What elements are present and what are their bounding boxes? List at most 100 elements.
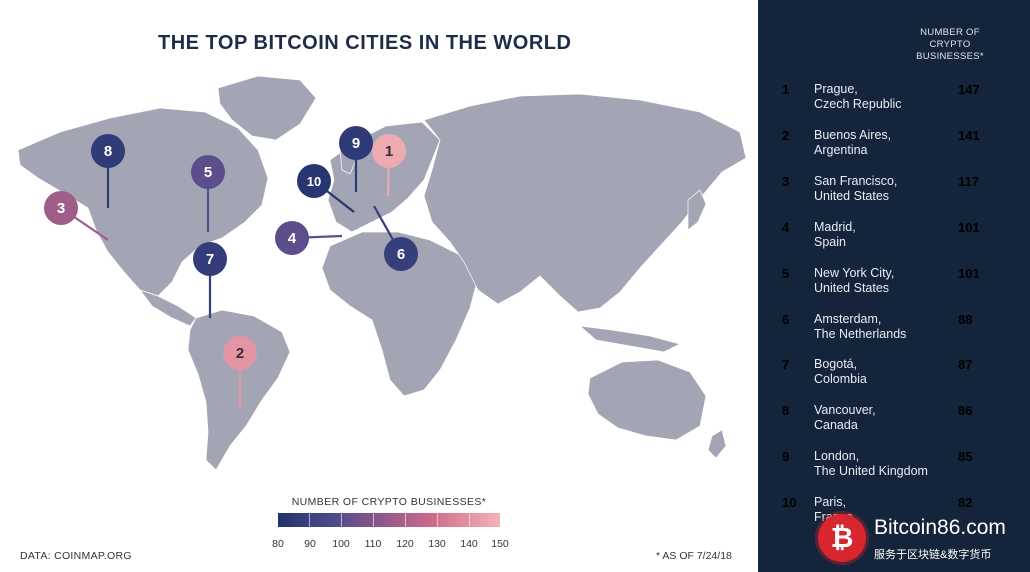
scale-label-140: 140 [460, 538, 478, 550]
city-pin-10: 10 [297, 164, 355, 213]
city-name: Bogotá, Colombia [814, 357, 954, 387]
ranking-row: 4 Madrid, Spain 101 [758, 220, 1030, 260]
scale-label-130: 130 [428, 538, 446, 550]
pin-rank-label: 8 [104, 143, 112, 160]
business-count: 87 [958, 357, 973, 372]
scale-label-110: 110 [364, 538, 382, 550]
japan-land [687, 189, 707, 231]
city-pin-5: 5 [191, 155, 225, 232]
australia-land [587, 359, 707, 441]
pin-rank-label: 7 [206, 251, 214, 268]
scale-label-80: 80 [272, 538, 284, 550]
scale-tick [373, 513, 374, 527]
asia-land [423, 93, 747, 313]
scale-label-90: 90 [304, 538, 316, 550]
business-count: 147 [958, 82, 980, 97]
city-pin-7: 7 [193, 242, 227, 318]
city-name: Buenos Aires, Argentina [814, 128, 954, 158]
city-label: San Francisco, [814, 174, 898, 188]
chart-title: THE TOP BITCOIN CITIES IN THE WORLD [158, 32, 572, 54]
country-label: Colombia [814, 372, 867, 386]
ranking-row: 8 Vancouver, Canada 86 [758, 403, 1030, 443]
ranking-row: 5 New York City, United States 101 [758, 266, 1030, 306]
city-pin-8: 8 [91, 134, 125, 208]
greenland-land [217, 75, 317, 141]
business-count: 101 [958, 220, 980, 235]
pin-head [223, 336, 257, 370]
city-label: Prague, [814, 82, 858, 96]
new-zealand-land [707, 429, 727, 459]
rank-number: 6 [782, 312, 790, 327]
business-count: 86 [958, 403, 973, 418]
country-label: Czech Republic [814, 97, 902, 111]
rank-number: 10 [782, 495, 797, 510]
pin-head [91, 134, 125, 168]
city-name: San Francisco, United States [814, 174, 954, 204]
pin-rank-label: 9 [352, 135, 360, 152]
scale-tick [309, 513, 310, 527]
country-label: Argentina [814, 143, 868, 157]
pin-head [339, 126, 373, 160]
rank-number: 3 [782, 174, 790, 189]
central-america-land [139, 289, 197, 327]
scale-label-150: 150 [491, 538, 509, 550]
business-count: 85 [958, 449, 973, 464]
scale-tick [437, 513, 438, 527]
pin-head [275, 221, 309, 255]
business-count: 101 [958, 266, 980, 281]
data-source: DATA: COINMAP.ORG [20, 550, 132, 562]
business-count: 88 [958, 312, 973, 327]
country-label: The United Kingdom [814, 464, 928, 478]
rank-number: 5 [782, 266, 790, 281]
indonesia-land [578, 325, 681, 353]
rank-number: 2 [782, 128, 790, 143]
city-pin-1: 1 [372, 134, 406, 197]
pin-rank-label: 2 [236, 345, 244, 362]
city-name: London, The United Kingdom [814, 449, 954, 479]
pin-rank-label: 5 [204, 164, 212, 181]
scale-tick [405, 513, 406, 527]
watermark-site: Bitcoin86.com [874, 516, 1006, 539]
watermark: ₿ Bitcoin86.com 服务于区块链&数字货币 [808, 510, 1030, 572]
scale-label-120: 120 [396, 538, 414, 550]
pin-head [193, 242, 227, 276]
country-label: The Netherlands [814, 327, 907, 341]
business-count: 141 [958, 128, 980, 143]
city-name: New York City, United States [814, 266, 954, 296]
country-label: United States [814, 189, 890, 203]
rank-number: 9 [782, 449, 790, 464]
scale-label-100: 100 [332, 538, 350, 550]
color-scale-bar [278, 513, 500, 527]
city-pin-2: 2 [223, 336, 257, 408]
ranking-row: 9 London, The United Kingdom 85 [758, 449, 1030, 489]
ranking-panel [758, 0, 1030, 572]
city-name: Madrid, Spain [814, 220, 954, 250]
scale-tick [341, 513, 342, 527]
rank-number: 7 [782, 357, 790, 372]
city-label: New York City, [814, 266, 895, 280]
business-count: 82 [958, 495, 973, 510]
pin-rank-label: 6 [397, 246, 405, 263]
city-name: Vancouver, Canada [814, 403, 954, 433]
column-header: NUMBER OF CRYPTO BUSINESSES* [916, 27, 984, 62]
north-america-land [17, 107, 269, 297]
pin-rank-label: 1 [385, 143, 393, 160]
world-map: 1 2 3 4 5 6 7 8 9 10 [17, 75, 747, 471]
city-pin-4: 4 [275, 221, 343, 255]
country-label: United States [814, 281, 890, 295]
pin-head [191, 155, 225, 189]
pin-rank-label: 4 [288, 230, 297, 247]
country-label: Canada [814, 418, 858, 432]
city-pin-6: 6 [373, 205, 418, 271]
pin-rank-label: 10 [307, 174, 321, 189]
pin-head [297, 164, 331, 198]
city-label: Madrid, [814, 220, 856, 234]
city-label: Amsterdam, [814, 312, 882, 326]
watermark-subtitle: 服务于区块链&数字货币 [874, 549, 992, 561]
as-of-note: * AS OF 7/24/18 [656, 550, 732, 562]
pin-head [44, 191, 78, 225]
pin-rank-label: 3 [57, 200, 65, 217]
ranking-row: 6 Amsterdam, The Netherlands 88 [758, 312, 1030, 352]
city-label: Vancouver, [814, 403, 876, 417]
city-pin-3: 3 [44, 191, 109, 241]
